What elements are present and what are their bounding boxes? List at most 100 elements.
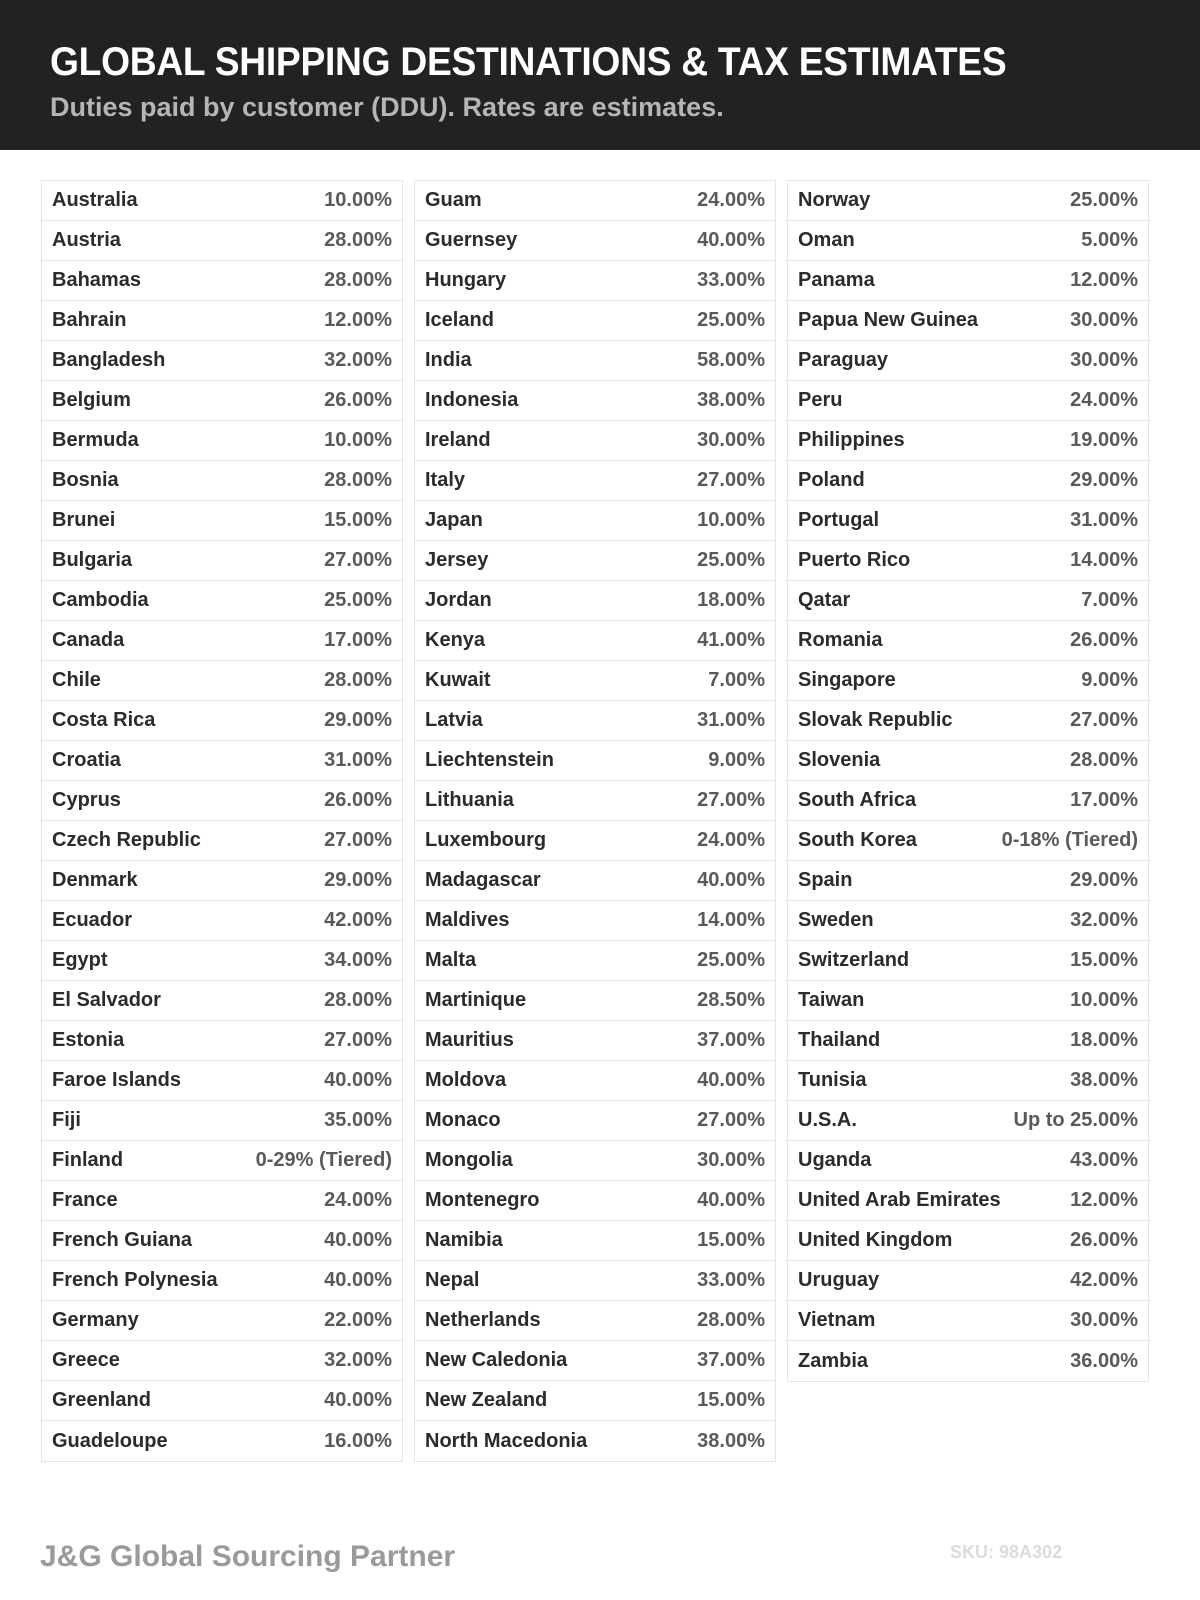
tax-rate: 10.00% [324, 189, 392, 211]
table-row: Jordan 18.00% [415, 581, 775, 621]
table-row: Finland 0-29% (Tiered) [42, 1141, 402, 1181]
tax-rate: 28.00% [324, 269, 392, 291]
tax-rate: 35.00% [324, 1109, 392, 1131]
tax-rate: 26.00% [324, 789, 392, 811]
tax-rate: 27.00% [697, 1109, 765, 1131]
tax-rate: 43.00% [1070, 1149, 1138, 1171]
table-row: Singapore 9.00% [788, 661, 1148, 701]
country-name: Belgium [52, 389, 131, 411]
country-name: Bangladesh [52, 349, 166, 371]
country-name: Spain [798, 869, 853, 891]
country-name: Romania [798, 629, 883, 651]
country-name: Sweden [798, 909, 874, 931]
country-name: Cambodia [52, 589, 149, 611]
country-name: Zambia [798, 1349, 869, 1372]
country-name: Greece [52, 1349, 120, 1371]
tax-rate: 22.00% [324, 1309, 392, 1331]
table-row: Taiwan 10.00% [788, 981, 1148, 1021]
country-name: Madagascar [425, 869, 541, 891]
country-name: Poland [798, 469, 865, 491]
table-row: Liechtenstein 9.00% [415, 741, 775, 781]
country-name: Bosnia [52, 469, 119, 491]
country-name: Luxembourg [425, 829, 547, 851]
tax-rate: 40.00% [697, 1069, 765, 1091]
tax-rate: 38.00% [697, 389, 765, 411]
country-name: Norway [798, 189, 871, 211]
table-row: Slovenia 28.00% [788, 741, 1148, 781]
table-row: Ecuador 42.00% [42, 901, 402, 941]
tax-rate: 29.00% [324, 869, 392, 891]
tax-rate: 24.00% [697, 829, 765, 851]
country-name: Costa Rica [52, 709, 156, 731]
country-name: Czech Republic [52, 829, 201, 851]
tax-rate: 40.00% [697, 229, 765, 251]
table-row: Thailand 18.00% [788, 1021, 1148, 1061]
table-row: Japan 10.00% [415, 501, 775, 541]
country-name: Liechtenstein [425, 749, 554, 771]
page-title: GLOBAL SHIPPING DESTINATIONS & TAX ESTIM… [50, 40, 1007, 84]
country-name: Philippines [798, 429, 905, 451]
tax-rate: 18.00% [1070, 1029, 1138, 1051]
country-name: Guam [425, 189, 482, 211]
country-name: Indonesia [425, 389, 519, 411]
table-row: Brunei 15.00% [42, 501, 402, 541]
table-row: Maldives 14.00% [415, 901, 775, 941]
table-row: Costa Rica 29.00% [42, 701, 402, 741]
tax-rate: 10.00% [324, 429, 392, 451]
tax-rate: 38.00% [1070, 1069, 1138, 1091]
tax-rate: 37.00% [697, 1029, 765, 1051]
table-row: Zambia 36.00% [788, 1341, 1148, 1381]
tax-rate: 28.00% [1070, 749, 1138, 771]
tax-rate: 24.00% [697, 189, 765, 211]
tax-rate: 0-18% (Tiered) [1001, 829, 1138, 851]
country-name: French Polynesia [52, 1269, 218, 1291]
table-row: Croatia 31.00% [42, 741, 402, 781]
table-row: Bulgaria 27.00% [42, 541, 402, 581]
country-name: Paraguay [798, 349, 889, 371]
table-row: Norway 25.00% [788, 181, 1148, 221]
country-name: Panama [798, 269, 875, 291]
tax-rate: 17.00% [1070, 789, 1138, 811]
country-name: Netherlands [425, 1309, 541, 1331]
tax-rate: 28.00% [324, 229, 392, 251]
table-row: Monaco 27.00% [415, 1101, 775, 1141]
tax-rate: 27.00% [697, 789, 765, 811]
table-row: Nepal 33.00% [415, 1261, 775, 1301]
tax-rate: 37.00% [697, 1349, 765, 1371]
tax-rate: 30.00% [1070, 1309, 1138, 1331]
table-row: Spain 29.00% [788, 861, 1148, 901]
table-row: Lithuania 27.00% [415, 781, 775, 821]
country-name: U.S.A. [798, 1109, 857, 1131]
tax-rate: 27.00% [324, 549, 392, 571]
tax-rate: 0-29% (Tiered) [255, 1149, 392, 1171]
table-row: Oman 5.00% [788, 221, 1148, 261]
tax-rate: 12.00% [1070, 269, 1138, 291]
table-row: Moldova 40.00% [415, 1061, 775, 1101]
rates-table-column-2: Guam 24.00% Guernsey 40.00% Hungary 33.00% Ice… [414, 180, 776, 1462]
tax-rate: 38.00% [697, 1429, 765, 1452]
page-subtitle: Duties paid by customer (DDU). Rates are… [50, 92, 724, 122]
country-name: Singapore [798, 669, 896, 691]
country-name: Australia [52, 189, 138, 211]
country-name: Papua New Guinea [798, 309, 979, 331]
tax-rate: 10.00% [1070, 989, 1138, 1011]
tax-rate: Up to 25.00% [1013, 1109, 1138, 1131]
table-row: Hungary 33.00% [415, 261, 775, 301]
table-row: Martinique 28.50% [415, 981, 775, 1021]
country-name: Canada [52, 629, 125, 651]
table-row: Malta 25.00% [415, 941, 775, 981]
country-name: Japan [425, 509, 483, 531]
header-banner: GLOBAL SHIPPING DESTINATIONS & TAX ESTIM… [0, 0, 1200, 150]
country-name: French Guiana [52, 1229, 193, 1251]
country-name: Vietnam [798, 1309, 876, 1331]
table-row: Bangladesh 32.00% [42, 341, 402, 381]
table-row: Peru 24.00% [788, 381, 1148, 421]
table-row: Faroe Islands 40.00% [42, 1061, 402, 1101]
tax-rate: 33.00% [697, 269, 765, 291]
country-name: Bermuda [52, 429, 139, 451]
table-row: Cambodia 25.00% [42, 581, 402, 621]
table-row: Bermuda 10.00% [42, 421, 402, 461]
country-name: Austria [52, 229, 121, 251]
table-row: Chile 28.00% [42, 661, 402, 701]
tax-rate: 28.00% [697, 1309, 765, 1331]
